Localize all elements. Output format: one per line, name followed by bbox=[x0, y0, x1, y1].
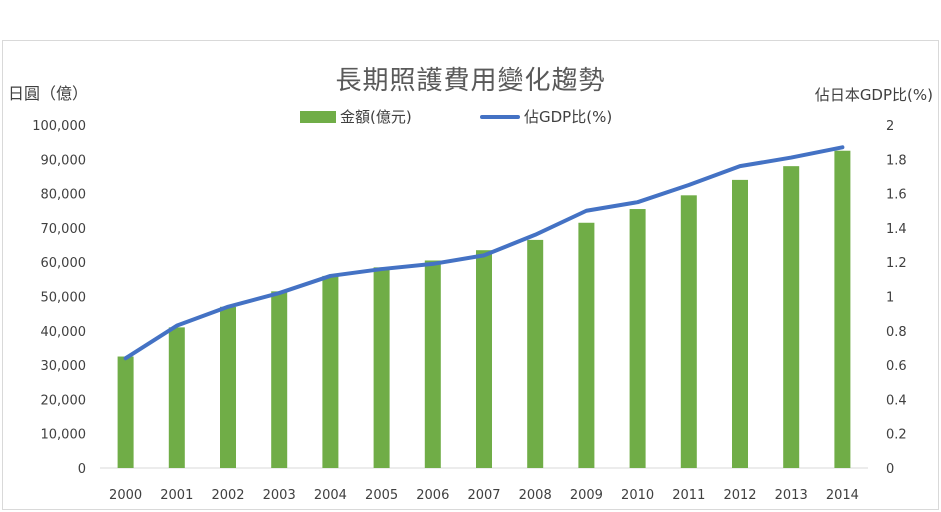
y-left-tick-label: 80,000 bbox=[41, 188, 87, 203]
y-axis-left-label: 日圓（億） bbox=[8, 84, 89, 103]
x-tick-label: 2002 bbox=[211, 488, 244, 503]
y-left-tick-label: 40,000 bbox=[41, 325, 87, 340]
legend-item-amount: 金額(億元) bbox=[300, 106, 412, 127]
y-right-tick-label: 1.4 bbox=[886, 222, 907, 237]
bar-amount bbox=[117, 356, 134, 468]
x-tick-label: 2011 bbox=[672, 488, 705, 503]
legend-label-amount: 金額(億元) bbox=[340, 108, 412, 126]
y-right-tick-label: 0.8 bbox=[886, 325, 907, 340]
bar-amount bbox=[527, 239, 544, 468]
legend-line-swatch bbox=[480, 114, 520, 119]
bar-amount bbox=[578, 222, 595, 468]
x-tick-label: 2008 bbox=[519, 488, 552, 503]
x-tick-label: 2009 bbox=[570, 488, 603, 503]
bar-amount bbox=[373, 267, 390, 468]
y-axis-right-label: 佔日本GDP比(%) bbox=[814, 86, 933, 104]
bar-amount bbox=[834, 150, 851, 468]
y-right-tick-label: 2 bbox=[886, 119, 894, 134]
x-tick-label: 2013 bbox=[775, 488, 808, 503]
x-tick-label: 2006 bbox=[416, 488, 449, 503]
legend: 金額(億元) 佔GDP比(%) bbox=[0, 106, 941, 128]
bar-amount bbox=[220, 306, 236, 468]
bar-amount bbox=[476, 250, 492, 468]
x-tick-label: 2010 bbox=[621, 488, 654, 503]
y-right-tick-label: 0.2 bbox=[886, 428, 907, 443]
y-right-tick-label: 0.4 bbox=[886, 393, 907, 408]
x-tick-label: 2003 bbox=[263, 488, 296, 503]
bar-amount bbox=[322, 275, 339, 468]
bar-amount bbox=[783, 166, 800, 468]
x-tick-label: 2005 bbox=[365, 488, 398, 503]
y-left-tick-label: 20,000 bbox=[41, 393, 87, 408]
x-tick-label: 2004 bbox=[314, 488, 347, 503]
y-left-tick-label: 30,000 bbox=[41, 359, 87, 374]
legend-bar-swatch bbox=[300, 110, 336, 123]
bar-amount bbox=[629, 209, 646, 468]
x-tick-label: 2014 bbox=[826, 488, 859, 503]
y-right-tick-label: 0.6 bbox=[886, 359, 907, 374]
y-right-tick-label: 1.8 bbox=[886, 153, 907, 168]
x-tick-label: 2012 bbox=[723, 488, 756, 503]
x-tick-label: 2001 bbox=[160, 488, 193, 503]
x-tick-label: 2000 bbox=[109, 488, 142, 503]
bar-amount bbox=[168, 327, 185, 468]
bar-amount bbox=[732, 179, 748, 468]
chart-title: 長期照護費用變化趨勢 bbox=[335, 66, 606, 96]
y-right-tick-label: 0 bbox=[886, 462, 894, 477]
y-left-tick-label: 10,000 bbox=[41, 428, 87, 443]
y-right-tick-label: 1 bbox=[886, 291, 894, 306]
y-left-tick-label: 0 bbox=[78, 462, 86, 477]
y-right-tick-label: 1.2 bbox=[886, 256, 907, 271]
x-tick-label: 2007 bbox=[467, 488, 500, 503]
bar-amount bbox=[271, 291, 288, 468]
legend-label-gdp: 佔GDP比(%) bbox=[524, 108, 613, 126]
legend-item-gdp: 佔GDP比(%) bbox=[480, 106, 612, 127]
y-left-tick-label: 100,000 bbox=[32, 119, 86, 134]
y-left-tick-label: 70,000 bbox=[41, 222, 87, 237]
bar-amount bbox=[680, 195, 697, 468]
y-right-tick-label: 1.6 bbox=[886, 188, 907, 203]
y-left-tick-label: 60,000 bbox=[41, 256, 87, 271]
bar-amount bbox=[424, 260, 441, 468]
y-left-tick-label: 50,000 bbox=[41, 291, 87, 306]
chart-frame bbox=[2, 40, 939, 510]
y-left-tick-label: 90,000 bbox=[41, 153, 87, 168]
